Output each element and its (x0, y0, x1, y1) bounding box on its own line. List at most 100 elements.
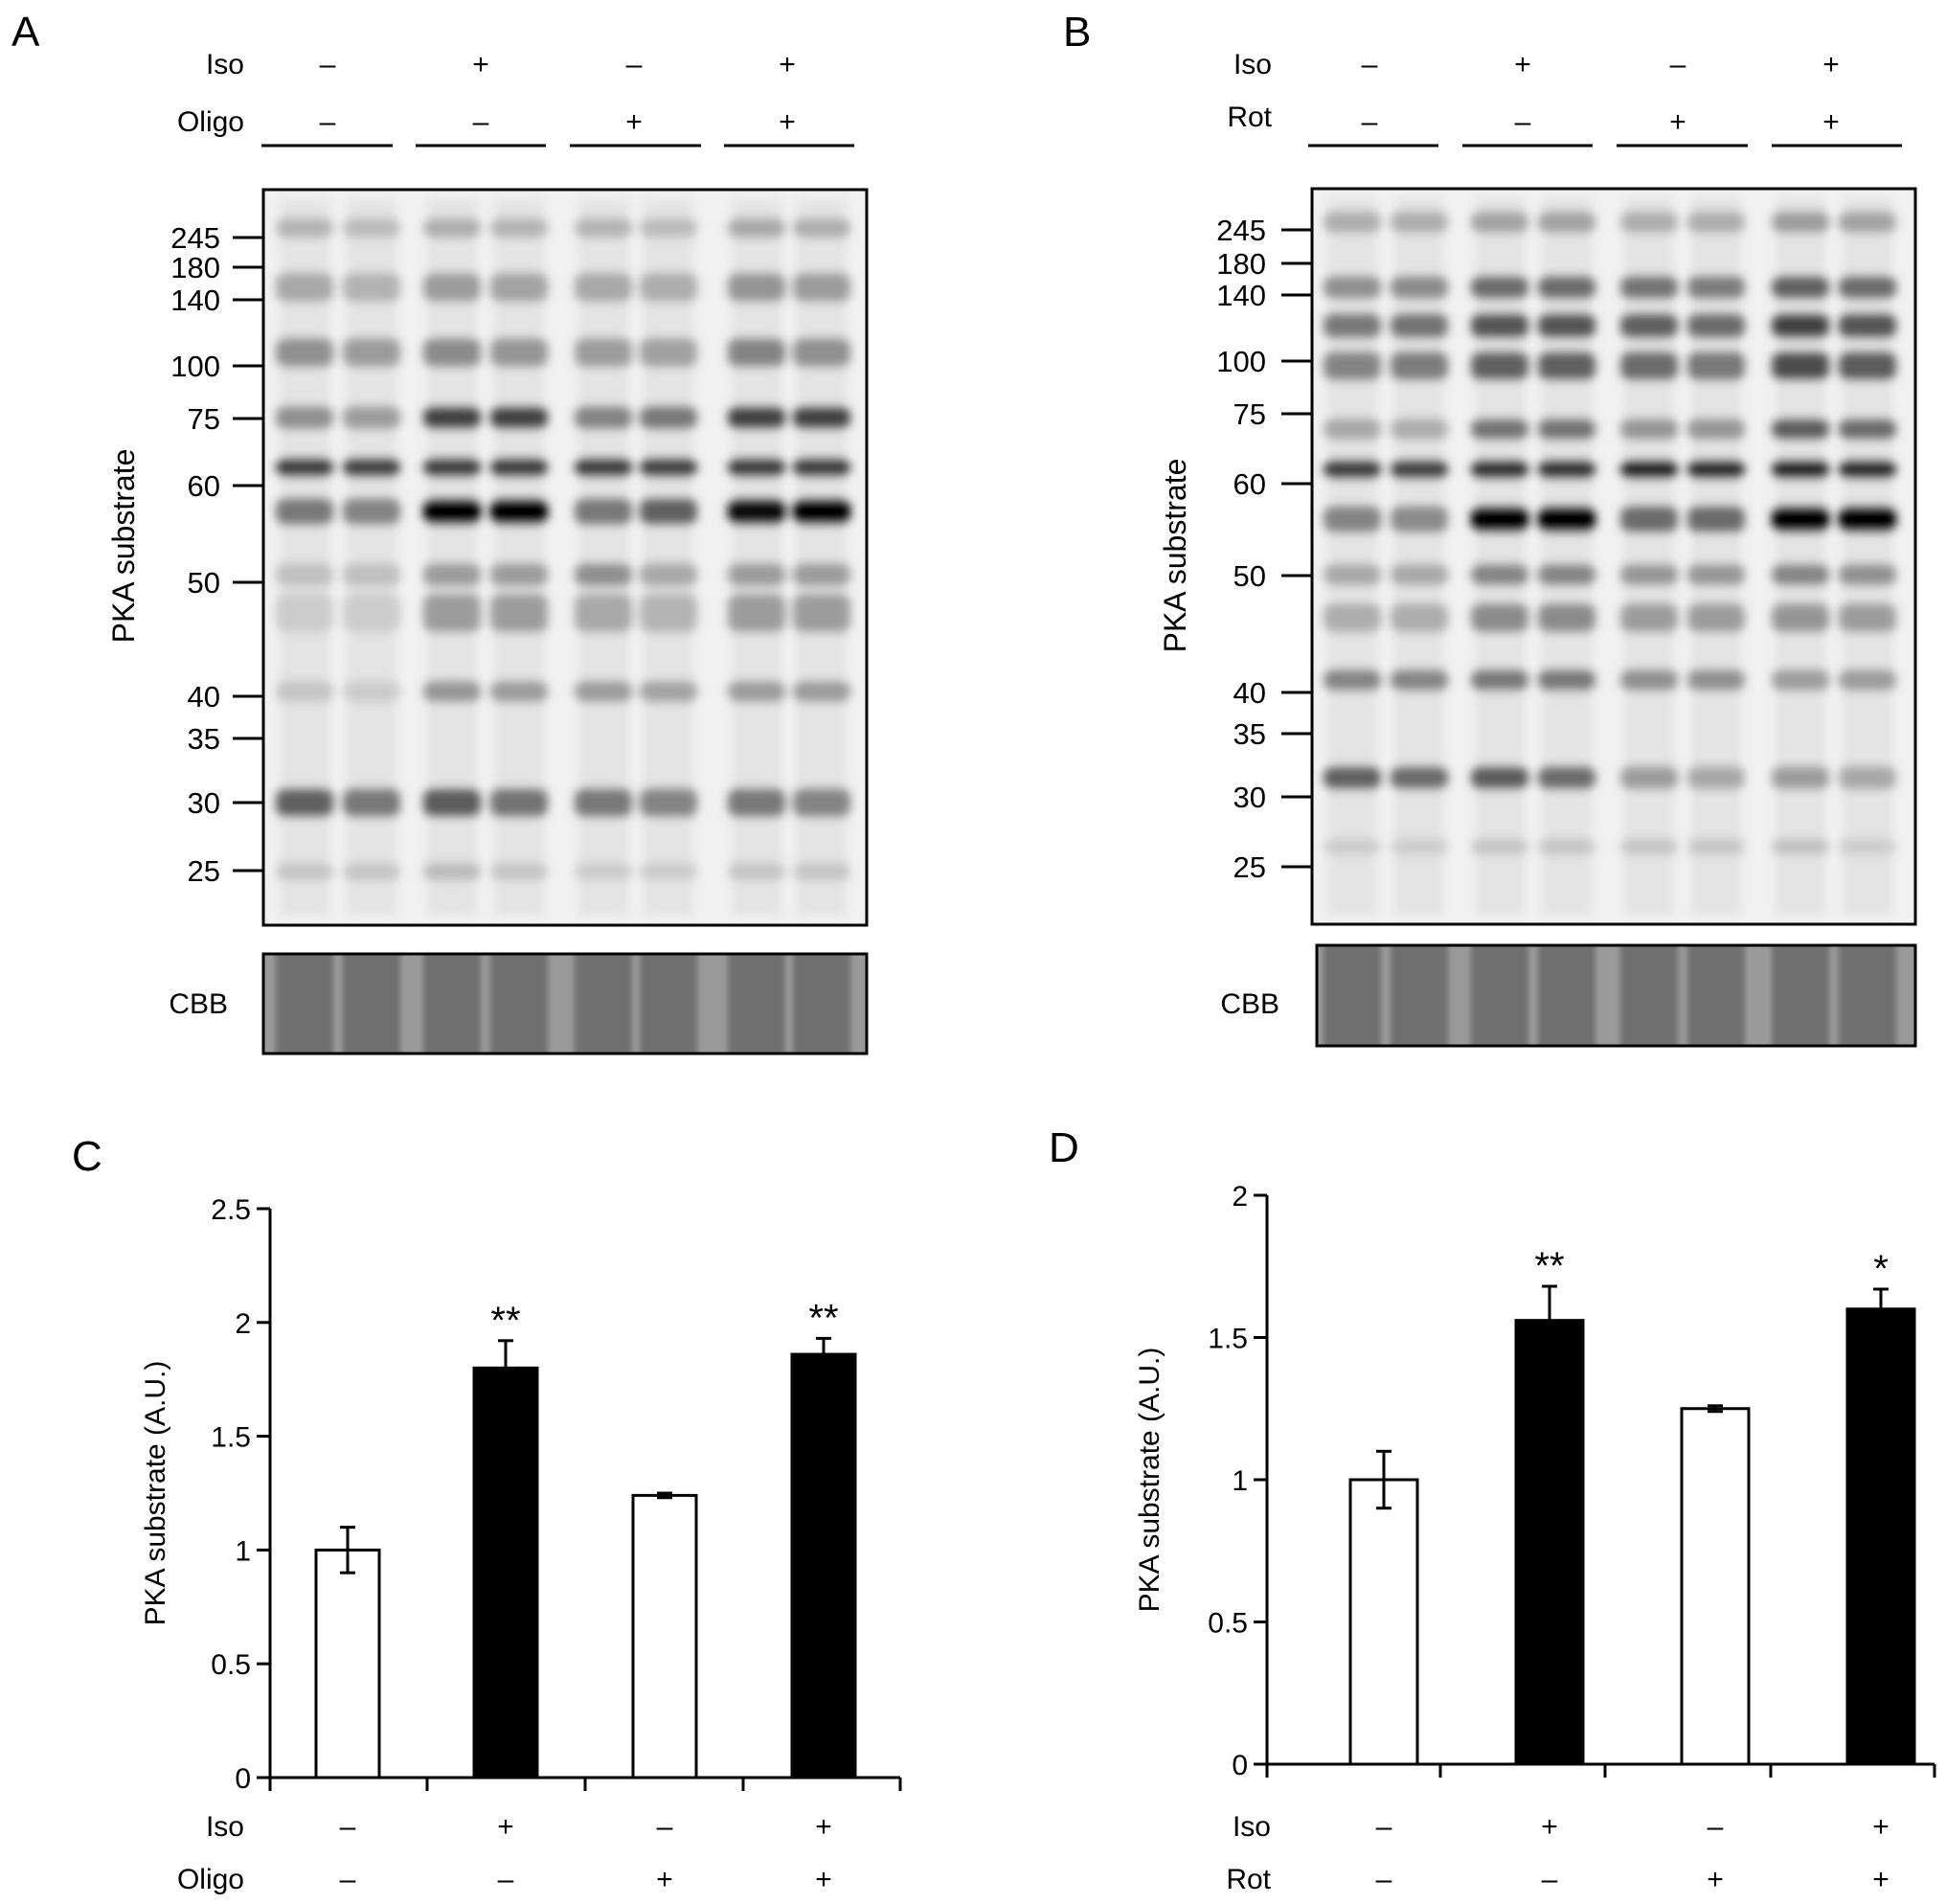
blot-band (728, 863, 785, 880)
blot-band (1538, 603, 1595, 632)
blot-band (728, 273, 785, 302)
blot-lane (1394, 198, 1444, 915)
blot-band (1687, 419, 1745, 440)
y-tick-label: 0 (1232, 1750, 1248, 1781)
mw-marker-label: 35 (1233, 717, 1266, 751)
blot-band (1772, 460, 1829, 479)
x-oligo-signs-c: – – + + (340, 1864, 832, 1895)
blot-band (793, 218, 850, 238)
mw-marker-label: 245 (170, 221, 220, 255)
blot-band (1471, 460, 1528, 479)
blot-band (1687, 313, 1745, 338)
blot-band (1324, 419, 1381, 440)
blot-band (1471, 669, 1528, 691)
cbb-lane (640, 954, 697, 1054)
cbb-lane (1324, 945, 1381, 1046)
blot-band (276, 563, 333, 586)
iso-signs-b: – + – + (1362, 49, 1840, 80)
blot-band (1620, 276, 1678, 299)
blot-band (490, 338, 548, 367)
row-label-iso-a: Iso (206, 49, 244, 80)
blot-band (343, 338, 400, 367)
iso-sign: – (1362, 49, 1378, 80)
blot-band (640, 406, 697, 429)
oligo-sign: – (498, 1864, 514, 1895)
panel-letter-d: D (1049, 1124, 1079, 1171)
blot-band (640, 338, 697, 367)
blot-band (343, 563, 400, 586)
mw-marker-label: 30 (1233, 781, 1266, 814)
blot-band (575, 338, 632, 367)
blot-band (490, 273, 548, 302)
blot-band (1839, 419, 1896, 440)
cbb-lane (1391, 945, 1448, 1046)
iso-sign: + (779, 49, 796, 80)
blot-band (276, 498, 333, 525)
blot-band (1772, 603, 1829, 632)
blot-band (1620, 839, 1678, 854)
blot-band (1471, 351, 1528, 380)
blot-band (1839, 766, 1896, 789)
row-label-iso-b: Iso (1233, 49, 1272, 80)
blot-bands-b (1324, 198, 1896, 915)
bar (1845, 1307, 1916, 1766)
blot-lane (1843, 198, 1892, 915)
bar (314, 1548, 381, 1779)
y-tick-label: 1 (235, 1535, 251, 1567)
blot-band (1391, 313, 1448, 338)
mw-marker-label: 25 (1233, 850, 1266, 884)
mw-marker-label: 40 (1233, 676, 1266, 710)
bar (1348, 1478, 1419, 1766)
blot-band (575, 594, 632, 632)
blot-band (1687, 839, 1745, 854)
blot-band (1772, 419, 1829, 440)
cbb-lane (728, 954, 785, 1054)
iso-sign: – (1670, 49, 1686, 80)
blot-band (276, 458, 333, 477)
cbb-lane (343, 954, 400, 1054)
blot-band (1324, 212, 1381, 233)
blot-band (728, 458, 785, 477)
blot-band (276, 594, 333, 632)
oligo-sign: – (340, 1864, 356, 1895)
y-tick-label: 1.5 (1208, 1324, 1248, 1355)
blot-band (1324, 506, 1381, 533)
blot-band (1620, 460, 1678, 479)
blot-band (1538, 419, 1595, 440)
rot-sign: – (1376, 1864, 1392, 1895)
cbb-stain-a (261, 952, 869, 1055)
blot-band (728, 218, 785, 238)
blot-band (640, 218, 697, 238)
blot-band (1324, 313, 1381, 338)
blot-band (640, 498, 697, 525)
cbb-label-b: CBB (1220, 988, 1279, 1020)
blot-band (640, 681, 697, 702)
rot-sign: + (1822, 106, 1840, 138)
blot-band (1324, 766, 1381, 789)
cbb-lane (1839, 945, 1896, 1046)
blot-band (1772, 212, 1829, 233)
blot-band (575, 218, 632, 238)
blot-band (1772, 313, 1829, 338)
blot-band (1772, 669, 1829, 691)
blot-band (1471, 212, 1528, 233)
iso-sign: + (1872, 1811, 1889, 1843)
mw-marker-label: 35 (188, 722, 220, 756)
cbb-lane (575, 954, 632, 1054)
blot-band (490, 788, 548, 817)
rot-sign: – (1362, 106, 1378, 138)
cbb-lane (1772, 945, 1829, 1046)
blot-band (423, 498, 481, 525)
bar (1514, 1319, 1585, 1766)
mw-marker-label: 75 (1233, 397, 1266, 431)
blot-band (1620, 351, 1678, 380)
blot-band (1839, 669, 1896, 691)
blot-band (490, 218, 548, 238)
blot-band (343, 788, 400, 817)
blot-band (793, 563, 850, 586)
cbb-stain-b (1315, 943, 1917, 1048)
blot-band (793, 788, 850, 817)
blot-band (1391, 839, 1448, 854)
blot-band (640, 458, 697, 477)
